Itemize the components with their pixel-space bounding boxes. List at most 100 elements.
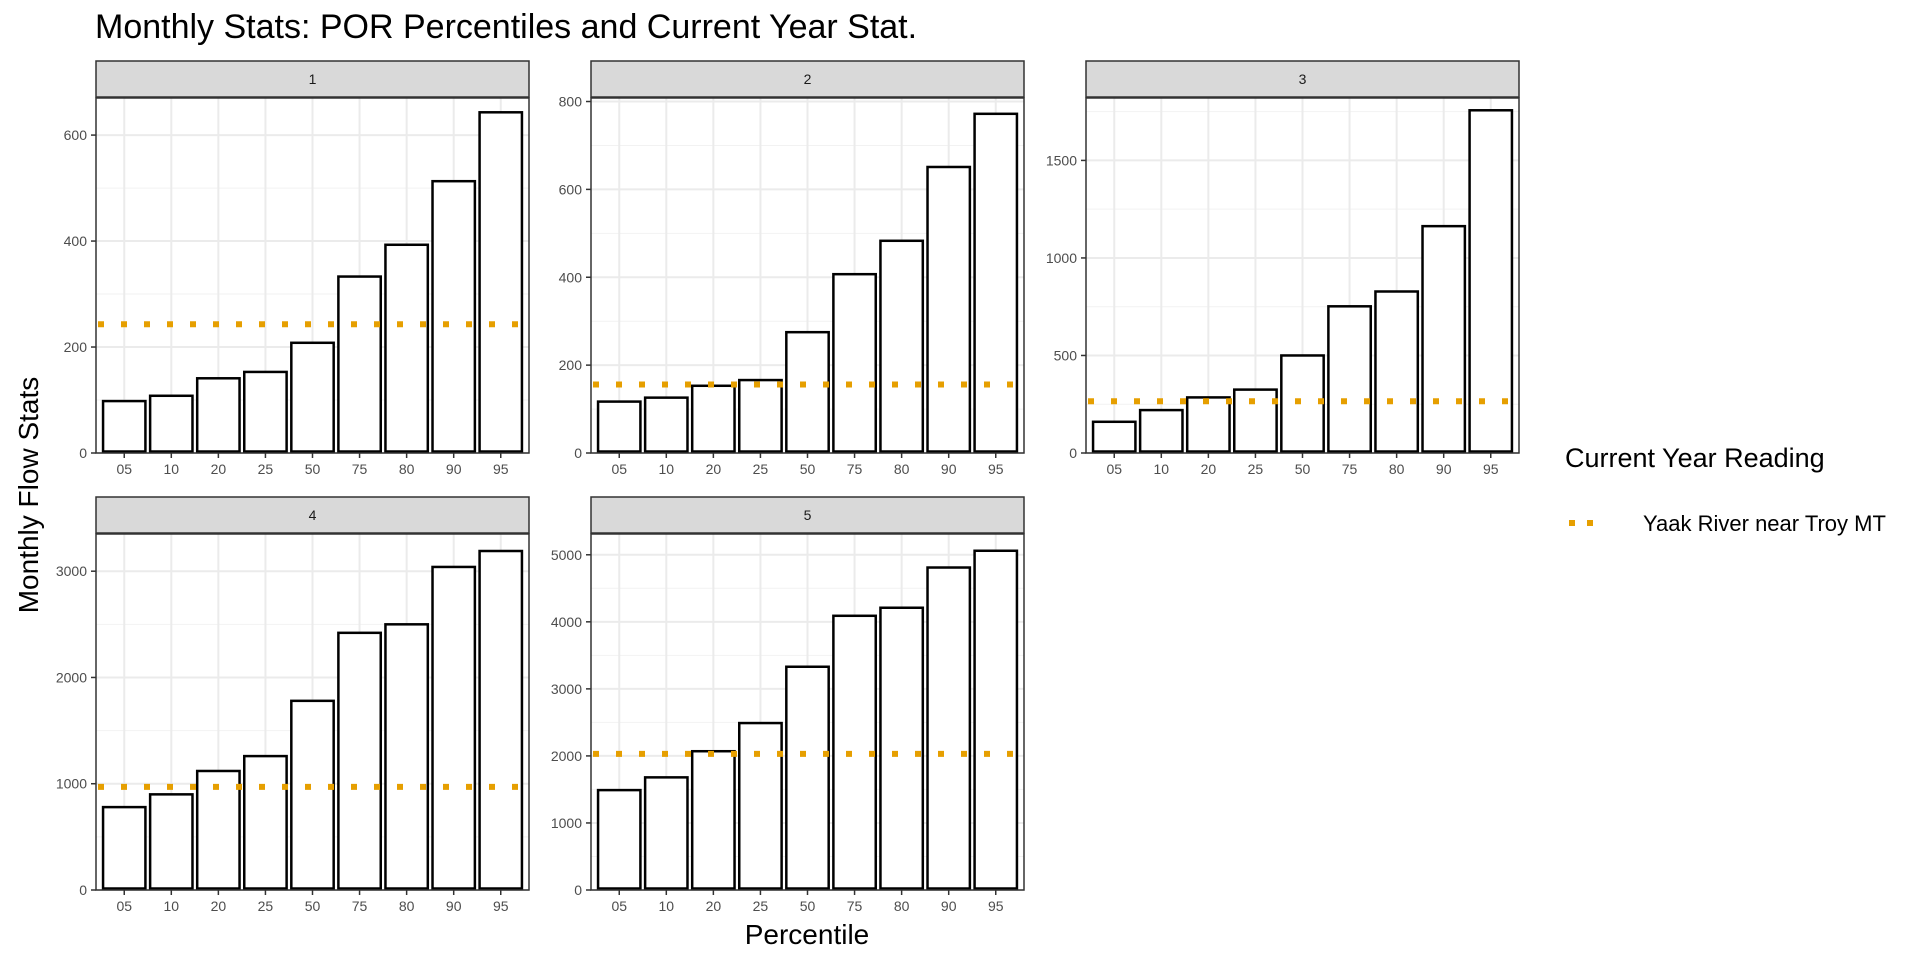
bar-25 [738, 378, 783, 453]
x-tick-label: 05 [611, 898, 627, 914]
bar-90 [431, 565, 477, 890]
panel-strip-label: 4 [309, 507, 317, 523]
y-tick-label: 3000 [56, 563, 87, 579]
x-tick-label: 20 [706, 898, 722, 914]
bar-10 [1138, 408, 1184, 453]
x-tick-label: 95 [493, 898, 509, 914]
bar-95 [973, 549, 1019, 890]
x-tick-label: 95 [988, 461, 1004, 477]
y-tick-label: 1000 [551, 815, 582, 831]
x-tick-label: 50 [800, 461, 816, 477]
bar-90 [926, 165, 972, 453]
x-tick-label: 25 [753, 461, 769, 477]
bar-25 [1233, 388, 1278, 453]
y-tick-label: 2000 [551, 748, 582, 764]
bar-05 [101, 399, 147, 453]
x-tick-label: 90 [1436, 461, 1452, 477]
x-tick-label: 90 [941, 898, 957, 914]
x-tick-label: 90 [446, 898, 462, 914]
bar-75 [337, 631, 382, 890]
bar-05 [596, 788, 642, 890]
y-tick-label: 0 [79, 445, 87, 461]
bar-50 [1280, 354, 1325, 453]
legend-title: Current Year Reading [1565, 443, 1825, 473]
bar-80 [384, 243, 430, 453]
bar-05 [101, 805, 147, 890]
panel-4: 4 0 1000 2000 3000 05 10 20 25 50 75 80 90 95 [56, 496, 530, 914]
bar-95 [478, 111, 524, 453]
x-tick-label: 25 [258, 461, 274, 477]
bar-75 [337, 275, 382, 453]
bar-75 [832, 614, 877, 890]
x-tick-label: 75 [352, 461, 368, 477]
x-tick-label: 05 [116, 898, 132, 914]
x-tick-label: 80 [399, 461, 415, 477]
x-tick-label: 90 [941, 461, 957, 477]
x-tick-label: 75 [352, 898, 368, 914]
panel-strip [590, 60, 1025, 98]
bar-10 [643, 776, 689, 890]
x-tick-label: 25 [1248, 461, 1264, 477]
x-tick-label: 75 [1342, 461, 1358, 477]
y-tick-label: 400 [559, 269, 583, 285]
bar-90 [1421, 224, 1467, 453]
bar-20 [195, 769, 241, 890]
bar-95 [1468, 109, 1514, 453]
bar-25 [243, 754, 288, 890]
panel-strip-label: 2 [804, 71, 812, 87]
x-tick-label: 10 [659, 898, 675, 914]
y-tick-label: 1500 [1046, 152, 1077, 168]
legend-entry-label: Yaak River near Troy MT [1643, 511, 1886, 536]
bar-20 [690, 384, 736, 453]
y-tick-label: 600 [559, 181, 583, 197]
panel-3: 3 0 500 1000 1500 05 10 20 25 50 75 80 90 95 [1046, 60, 1520, 477]
x-tick-label: 05 [611, 461, 627, 477]
x-tick-label: 10 [164, 461, 180, 477]
x-tick-label: 95 [493, 461, 509, 477]
y-tick-label: 5000 [551, 547, 582, 563]
bar-20 [195, 377, 241, 453]
x-tick-label: 90 [446, 461, 462, 477]
x-axis-title: Percentile [745, 919, 870, 950]
bar-20 [690, 749, 736, 890]
x-tick-label: 80 [1389, 461, 1405, 477]
bar-80 [1374, 290, 1420, 453]
bar-20 [1185, 396, 1231, 453]
x-tick-label: 50 [305, 461, 321, 477]
y-tick-label: 500 [1054, 347, 1078, 363]
y-tick-label: 1000 [56, 776, 87, 792]
y-tick-label: 200 [64, 339, 88, 355]
bar-25 [243, 370, 288, 453]
y-axis-title: Monthly Flow Stats [13, 377, 44, 614]
bar-05 [596, 400, 642, 453]
y-tick-label: 1000 [1046, 250, 1077, 266]
chart-title: Monthly Stats: POR Percentiles and Curre… [95, 8, 917, 46]
bar-95 [973, 112, 1019, 453]
bar-50 [785, 665, 830, 890]
y-tick-label: 0 [1069, 445, 1077, 461]
x-tick-label: 05 [116, 461, 132, 477]
x-tick-label: 80 [894, 898, 910, 914]
x-tick-label: 10 [659, 461, 675, 477]
y-tick-label: 0 [574, 445, 582, 461]
bar-50 [290, 341, 335, 453]
x-tick-label: 20 [706, 461, 722, 477]
legend: Current Year Reading Yaak River near Tro… [1565, 443, 1886, 536]
bar-80 [879, 606, 925, 890]
panel-strip [95, 60, 530, 98]
y-tick-label: 400 [64, 233, 88, 249]
bar-25 [738, 721, 783, 890]
x-tick-label: 80 [399, 898, 415, 914]
bar-90 [431, 179, 477, 453]
bar-80 [384, 623, 430, 890]
panel-strip-label: 5 [804, 507, 812, 523]
x-tick-label: 25 [753, 898, 769, 914]
x-tick-label: 20 [1201, 461, 1217, 477]
bar-80 [879, 239, 925, 453]
panel-strip [95, 496, 530, 534]
